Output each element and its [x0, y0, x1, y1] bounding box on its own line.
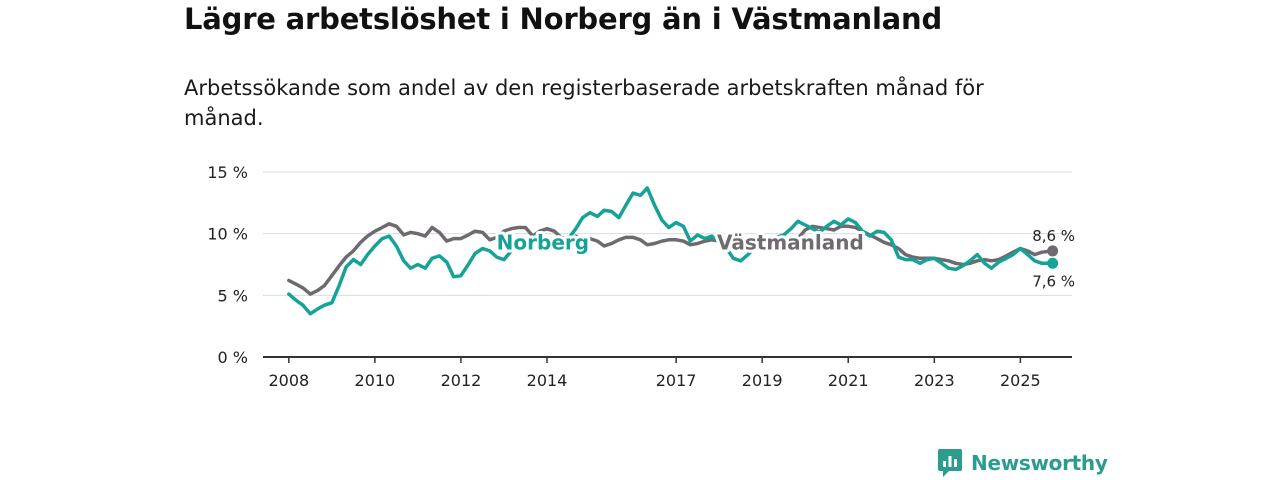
gridlines [263, 171, 1072, 296]
vastmanland-series-label: Västmanland [717, 231, 864, 255]
x-tick-label: 2012 [441, 371, 482, 390]
y-axis-ticks: 0 % 5 % 10 % 15 % [207, 163, 248, 367]
vastmanland-line [287, 222, 1055, 296]
chart-title: Lägre arbetslöshet i Norberg än i Västma… [184, 2, 943, 36]
x-tick-label: 2025 [1000, 371, 1041, 390]
series-labels: 8,6 % 7,6 % Västmanland Norberg [494, 227, 1075, 290]
norberg-end-value-label: 7,6 % [1032, 272, 1075, 290]
newsworthy-logo-icon [938, 449, 962, 477]
brand-name: Newsworthy [971, 451, 1108, 475]
chart-subtitle: Arbetssökande som andel av den registerb… [184, 76, 984, 130]
y-tick-label: 0 % [218, 348, 248, 367]
x-tick-label: 2021 [828, 371, 869, 390]
x-tick-label: 2023 [914, 371, 955, 390]
x-tick-label: 2014 [527, 371, 568, 390]
x-tick-label: 2017 [656, 371, 697, 390]
x-axis-ticks: 2008 2010 2012 2014 2017 2019 2021 2023 2025 [268, 357, 1041, 390]
x-tick-label: 2008 [268, 371, 309, 390]
norberg-end-point [1047, 257, 1059, 269]
series-lines [287, 186, 1059, 316]
y-tick-label: 10 % [207, 225, 248, 244]
norberg-series-label: Norberg [497, 231, 589, 255]
vastmanland-end-point [1047, 245, 1059, 257]
norberg-line [287, 186, 1055, 316]
y-tick-label: 15 % [207, 163, 248, 182]
x-tick-label: 2019 [742, 371, 783, 390]
y-tick-label: 5 % [218, 286, 248, 305]
brand-logo: Newsworthy [937, 448, 1108, 478]
vastmanland-end-value-label: 8,6 % [1032, 227, 1075, 245]
x-tick-label: 2010 [355, 371, 396, 390]
